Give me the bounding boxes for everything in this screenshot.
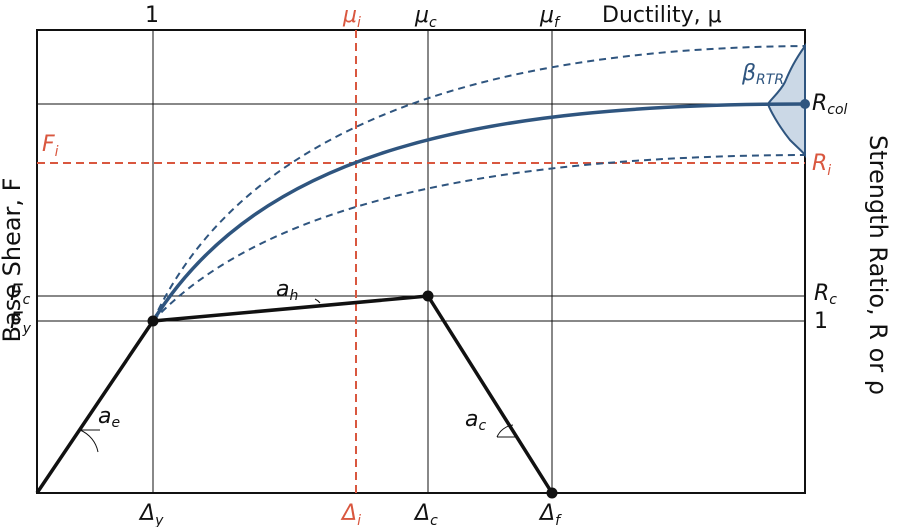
beta-rtr-label: βRTR — [741, 61, 784, 88]
right-tick-r-col: Rcol — [812, 91, 848, 118]
left-tick-f-y: Fy — [10, 309, 32, 337]
right-tick-r-i: Ri — [812, 151, 831, 179]
angle-arc-e — [79, 429, 99, 453]
plot-frame — [36, 29, 806, 494]
r-col-point — [800, 99, 810, 109]
top-axis-title: Ductility, μ — [602, 3, 722, 28]
backbone-curve — [35, 294, 554, 494]
left-tick-f-c: Fc — [10, 281, 31, 308]
angle-label-e: ae — [98, 404, 120, 431]
angle-label-h: ah — [276, 277, 298, 304]
right-tick-1: 1 — [814, 309, 828, 334]
distribution-shape — [766, 42, 806, 159]
bottom-tick-delta-y: Δy — [138, 501, 164, 527]
lower-bound-curve — [152, 154, 806, 322]
top-tick-mu-f: μf — [539, 3, 561, 31]
capping-point — [422, 290, 434, 302]
angle-label-c: ac — [465, 407, 486, 434]
top-tick-mu-c: μc — [414, 3, 437, 31]
right-axis-title: Strength Ratio, R or ρ — [864, 135, 892, 395]
bottom-tick-delta-f: Δf — [538, 501, 562, 527]
failure-point — [546, 487, 558, 499]
bottom-tick-delta-c: Δc — [413, 501, 438, 527]
median-curve — [151, 102, 806, 322]
top-tick-mu-i: μi — [342, 3, 361, 31]
angle-arc-c — [496, 424, 514, 438]
left-axis-title: Base Shear, F — [0, 178, 26, 343]
top-tick-1: 1 — [145, 3, 159, 28]
bottom-tick-delta-i: Δi — [340, 501, 361, 527]
upper-bound-curve — [152, 45, 806, 322]
right-tick-r-c: Rc — [814, 281, 837, 308]
angle-arc-h — [314, 298, 321, 304]
left-tick-f-i: Fi — [42, 132, 59, 160]
yield-point — [147, 315, 159, 327]
